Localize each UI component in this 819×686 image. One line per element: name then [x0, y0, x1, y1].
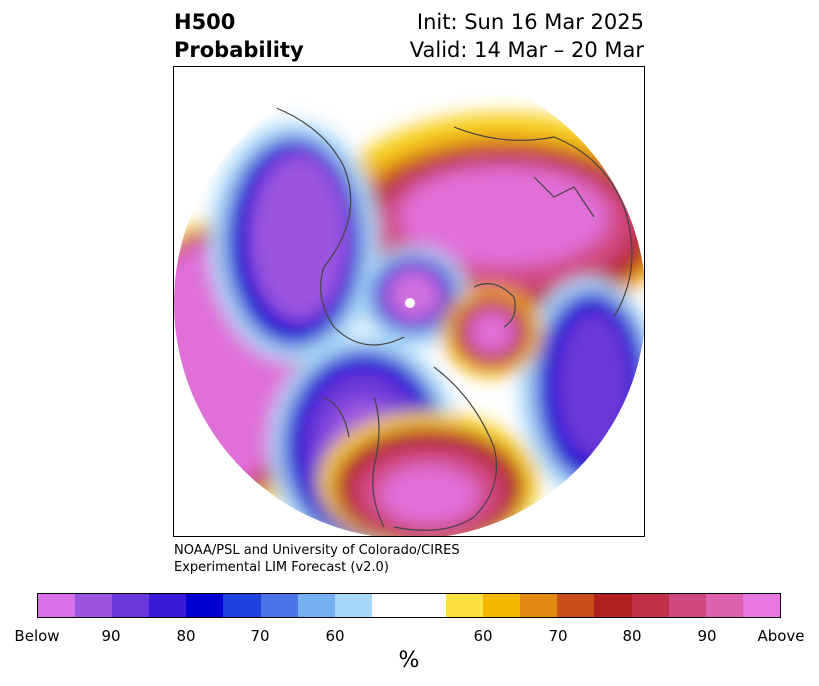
colorbar-swatch [223, 594, 261, 617]
colorbar-label-below-60: 60 [325, 627, 345, 645]
credit: NOAA/PSL and University of Colorado/CIRE… [174, 542, 460, 576]
coastlines [273, 106, 633, 531]
colorbar-label-above-90: 90 [697, 627, 717, 645]
colorbar-label-below-80: 80 [176, 627, 196, 645]
colorbar-swatch [408, 594, 447, 617]
colorbar-swatch [297, 594, 335, 617]
variable-title-line1: H500 [174, 10, 236, 34]
colorbar-swatch [334, 594, 372, 617]
colorbar-swatch [520, 594, 558, 617]
colorbar-swatch [631, 594, 669, 617]
colorbar-swatch [112, 594, 150, 617]
colorbar-label-above-70: 70 [548, 627, 568, 645]
colorbar-swatch [186, 594, 224, 617]
colorbar-label-above-80: 80 [622, 627, 642, 645]
colorbar-swatch [371, 594, 409, 617]
colorbar-swatch [705, 594, 743, 617]
credit-line2: Experimental LIM Forecast (v2.0) [174, 560, 389, 575]
colorbar-swatch [149, 594, 187, 617]
colorbar-label-above-60: 60 [473, 627, 493, 645]
colorbar-label-below-70: 70 [250, 627, 270, 645]
colorbar-swatch [446, 594, 484, 617]
colorbar-swatch [483, 594, 521, 617]
map-canvas [174, 67, 644, 536]
colorbar [37, 593, 781, 618]
colorbar-units: % [398, 648, 420, 673]
colorbar-swatch [742, 594, 780, 617]
colorbar-label-below: Below [14, 627, 60, 645]
colorbar-swatch [260, 594, 298, 617]
colorbar-label-above: Above [757, 627, 805, 645]
init-date: Init: Sun 16 Mar 2025 [416, 10, 644, 34]
colorbar-swatch [75, 594, 113, 617]
probability-map [173, 66, 645, 537]
date-title: Init: Sun 16 Mar 2025 Valid: 14 Mar – 20… [410, 8, 644, 64]
variable-title-line2: Probability [174, 38, 304, 62]
variable-title: H500 Probability [174, 8, 304, 64]
colorbar-swatch [668, 594, 706, 617]
valid-range: Valid: 14 Mar – 20 Mar [409, 38, 644, 62]
colorbar-swatch [557, 594, 595, 617]
colorbar-swatch [38, 594, 76, 617]
credit-line1: NOAA/PSL and University of Colorado/CIRE… [174, 543, 460, 558]
colorbar-label-below-90: 90 [101, 627, 121, 645]
colorbar-swatch [594, 594, 632, 617]
north-pole-marker [405, 298, 415, 308]
